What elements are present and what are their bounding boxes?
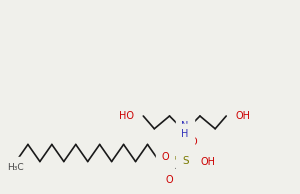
Text: O: O (190, 137, 197, 147)
Text: OH: OH (236, 111, 251, 121)
Text: O: O (161, 152, 169, 162)
Text: N: N (181, 121, 188, 131)
Text: S: S (182, 156, 189, 165)
Text: O: O (165, 175, 173, 185)
Text: H₃C: H₃C (7, 163, 23, 172)
Text: OH: OH (201, 157, 216, 166)
Text: HO: HO (119, 111, 134, 121)
Text: H: H (181, 129, 188, 139)
